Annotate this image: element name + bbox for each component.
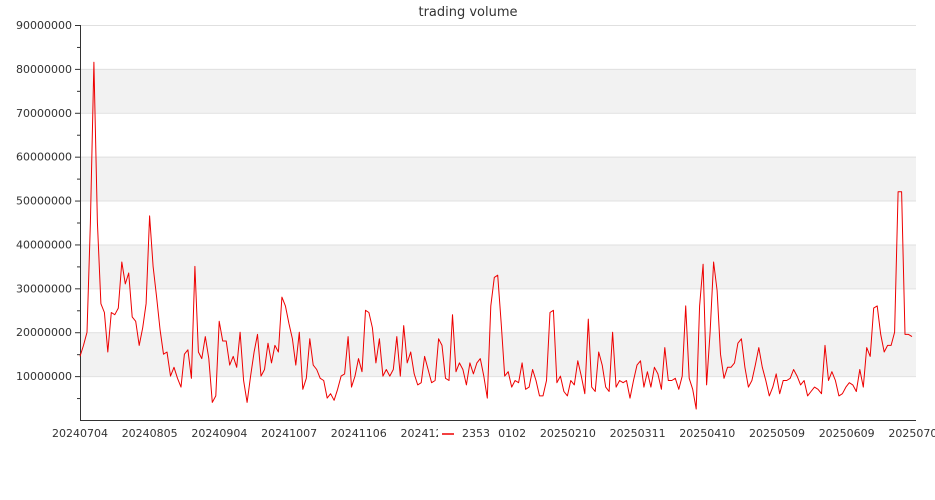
legend-label: 2353 xyxy=(462,427,490,440)
series-line-2353 xyxy=(79,61,913,410)
y-tick-label: 70000000 xyxy=(16,107,72,120)
gridlines xyxy=(80,25,916,378)
y-tick-label: 20000000 xyxy=(16,326,72,339)
background-bands xyxy=(80,68,916,377)
y-tick-label: 30000000 xyxy=(16,282,72,295)
x-tick-label: 20250410 xyxy=(679,427,735,440)
y-tick-label: 40000000 xyxy=(16,238,72,251)
x-tick-label: 20250509 xyxy=(749,427,805,440)
grid-band xyxy=(80,156,916,201)
legend: 2353 xyxy=(438,424,498,442)
x-tick-label: 20250609 xyxy=(819,427,875,440)
x-tick-label: 20240704 xyxy=(52,427,108,440)
y-tick-label: 80000000 xyxy=(16,63,72,76)
y-tick-label: 90000000 xyxy=(16,19,72,32)
x-tick-label: 20240805 xyxy=(122,427,178,440)
x-tick-label: 20241106 xyxy=(331,427,387,440)
legend-background xyxy=(438,424,498,442)
grid-band xyxy=(80,68,916,113)
grid-band xyxy=(80,332,916,377)
x-tick-label: 20241007 xyxy=(261,427,317,440)
x-tick-label: 20250210 xyxy=(540,427,596,440)
x-tick-label: 20240904 xyxy=(191,427,247,440)
y-tick-label: 10000000 xyxy=(16,370,72,383)
y-axis: 10000000 20000000 30000000 40000000 50000000… xyxy=(16,19,81,420)
y-tick-label: 50000000 xyxy=(16,195,72,208)
y-tick-label: 60000000 xyxy=(16,151,72,164)
series-layer xyxy=(79,61,913,410)
x-tick-label: 20250704 xyxy=(888,427,935,440)
x-tick-label: 20250311 xyxy=(610,427,666,440)
chart-title: trading volume xyxy=(418,5,517,20)
